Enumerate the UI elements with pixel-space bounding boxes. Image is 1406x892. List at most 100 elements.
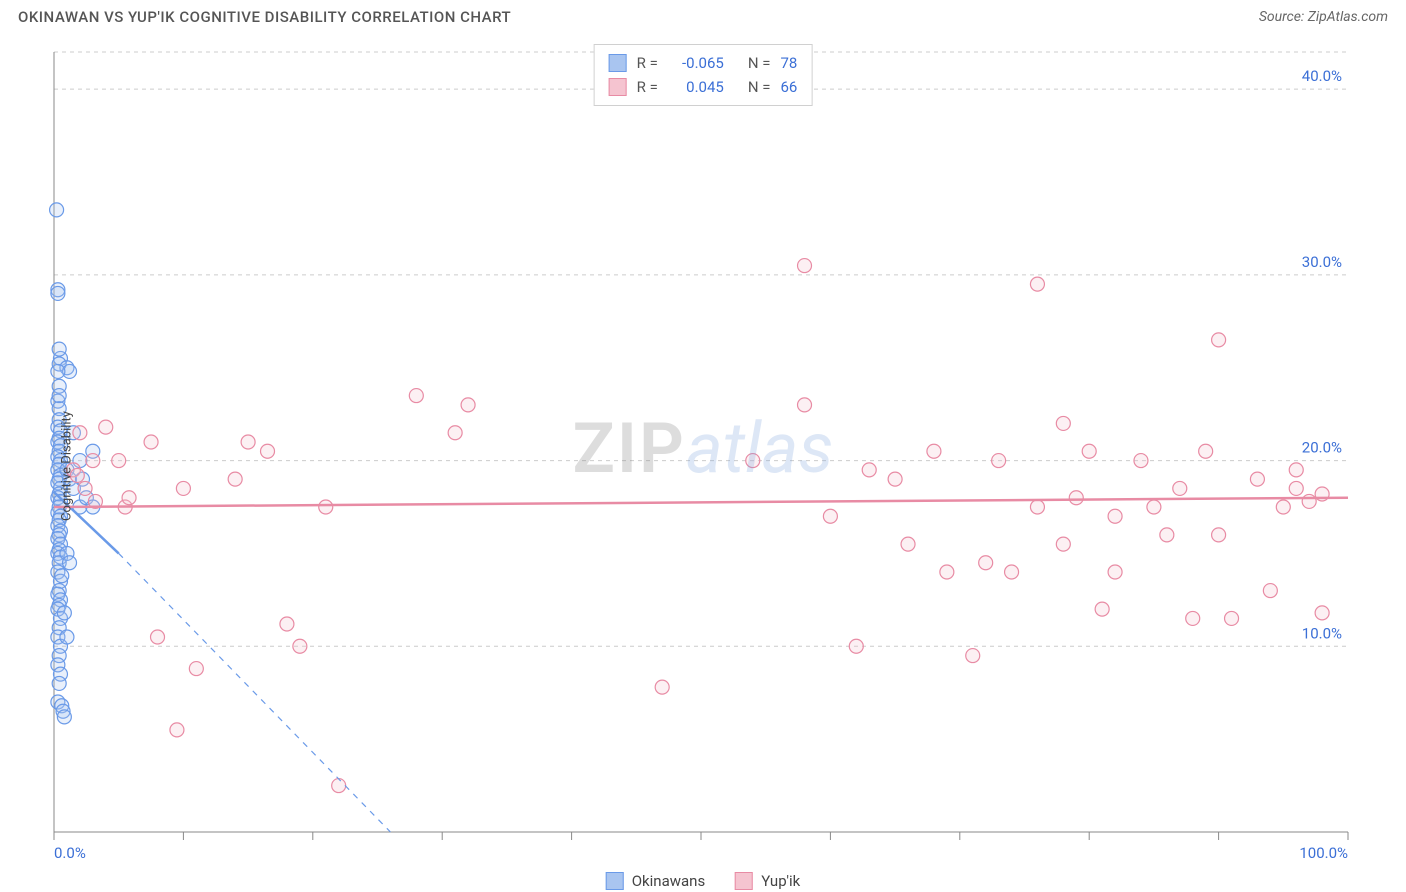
data-point: [189, 662, 203, 676]
r-value: 0.045: [668, 75, 724, 99]
data-point: [461, 398, 475, 412]
n-label: N =: [748, 75, 771, 99]
data-point: [927, 444, 941, 458]
data-point: [50, 203, 64, 217]
data-point: [63, 556, 77, 570]
legend-series: Okinawans Yup'ik: [606, 872, 801, 890]
x-tick-label: 0.0%: [54, 844, 86, 860]
data-point: [1263, 584, 1277, 598]
y-tick-label: 40.0%: [1302, 67, 1342, 85]
data-point: [1212, 528, 1226, 542]
data-point: [1056, 537, 1070, 551]
data-point: [888, 472, 902, 486]
data-point: [1005, 565, 1019, 579]
data-point: [940, 565, 954, 579]
data-point: [1199, 444, 1213, 458]
data-point: [51, 364, 65, 378]
data-point: [55, 569, 69, 583]
data-point: [86, 454, 100, 468]
data-point: [112, 454, 126, 468]
data-point: [57, 606, 71, 620]
data-point: [241, 435, 255, 449]
data-point: [52, 389, 66, 403]
data-point: [122, 491, 136, 505]
data-point: [862, 463, 876, 477]
legend-label: Yup'ik: [761, 872, 800, 890]
data-point: [1108, 509, 1122, 523]
data-point: [319, 500, 333, 514]
data-point: [1108, 565, 1122, 579]
data-point: [1030, 500, 1044, 514]
legend-item: Okinawans: [606, 872, 705, 890]
data-point: [655, 680, 669, 694]
data-point: [1289, 463, 1303, 477]
data-point: [228, 472, 242, 486]
data-point: [966, 649, 980, 663]
scatter-chart: 10.0% 20.0% 30.0% 40.0% 0.0% 100.0%: [18, 40, 1368, 860]
legend-label: Okinawans: [632, 872, 705, 890]
n-value: 78: [780, 51, 797, 75]
trend-line-extrapolated: [119, 553, 391, 832]
data-point: [448, 426, 462, 440]
data-point: [1289, 481, 1303, 495]
legend-correlation: R = -0.065 N = 78 R = 0.045 N = 66: [594, 44, 813, 106]
legend-row: R = 0.045 N = 66: [609, 75, 798, 99]
data-point: [823, 509, 837, 523]
legend-swatch: [609, 78, 627, 96]
data-point: [1250, 472, 1264, 486]
data-point: [979, 556, 993, 570]
data-point: [1315, 606, 1329, 620]
chart-container: Cognitive Disability 10.0% 20.0% 30.0% 40.0…: [18, 40, 1388, 892]
data-point: [1082, 444, 1096, 458]
data-point: [1186, 611, 1200, 625]
data-point: [798, 398, 812, 412]
data-point: [99, 420, 113, 434]
data-point: [170, 723, 184, 737]
data-point: [51, 286, 65, 300]
legend-swatch: [606, 872, 624, 890]
data-point: [52, 342, 66, 356]
y-tick-label: 10.0%: [1302, 624, 1342, 642]
legend-item: Yup'ik: [735, 872, 800, 890]
data-point: [1147, 500, 1161, 514]
data-point: [78, 481, 92, 495]
data-point: [1095, 602, 1109, 616]
data-point: [1030, 277, 1044, 291]
data-point: [1160, 528, 1174, 542]
data-point: [1276, 500, 1290, 514]
data-point: [1212, 333, 1226, 347]
data-point: [261, 444, 275, 458]
y-tick-label: 20.0%: [1302, 439, 1342, 457]
n-label: N =: [748, 51, 771, 75]
legend-row: R = -0.065 N = 78: [609, 51, 798, 75]
data-point: [992, 454, 1006, 468]
data-point: [144, 435, 158, 449]
r-value: -0.065: [668, 51, 724, 75]
x-tick-label: 100.0%: [1299, 844, 1348, 860]
y-tick-label: 30.0%: [1302, 253, 1342, 271]
y-axis-label: Cognitive Disability: [59, 411, 74, 521]
data-point: [1056, 416, 1070, 430]
data-point: [151, 630, 165, 644]
data-point: [57, 710, 71, 724]
data-point: [1173, 481, 1187, 495]
r-label: R =: [637, 51, 658, 75]
data-point: [1225, 611, 1239, 625]
data-point: [52, 676, 66, 690]
legend-swatch: [609, 54, 627, 72]
data-point: [1302, 494, 1316, 508]
data-point: [1134, 454, 1148, 468]
data-point: [280, 617, 294, 631]
r-label: R =: [637, 75, 658, 99]
data-point: [73, 426, 87, 440]
n-value: 66: [780, 75, 797, 99]
data-point: [332, 779, 346, 793]
chart-title: OKINAWAN VS YUP'IK COGNITIVE DISABILITY …: [18, 8, 511, 26]
data-point: [409, 389, 423, 403]
data-point: [293, 639, 307, 653]
data-point: [176, 481, 190, 495]
data-point: [1069, 491, 1083, 505]
data-point: [849, 639, 863, 653]
data-point: [746, 454, 760, 468]
data-point: [901, 537, 915, 551]
